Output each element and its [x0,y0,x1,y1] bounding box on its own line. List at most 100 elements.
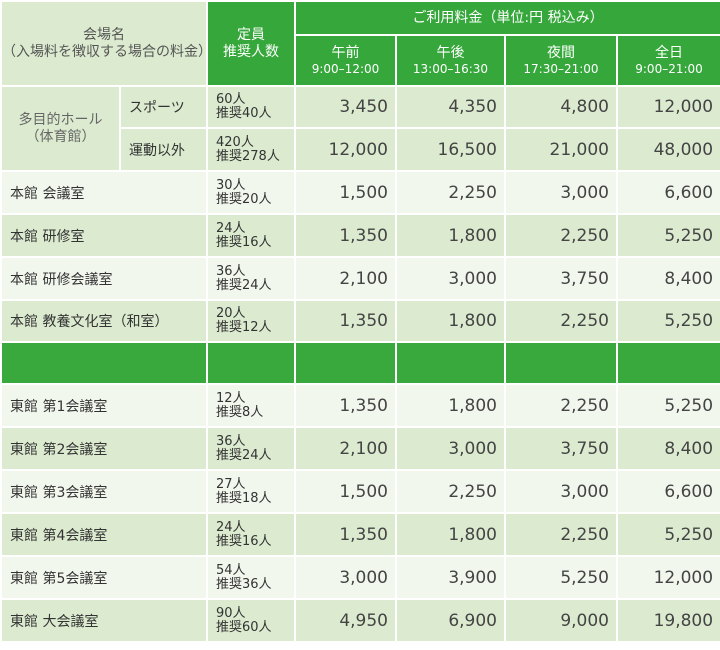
capacity: 36人 [216,263,246,279]
recommended: 推奨278人 [216,148,280,164]
capacity-header: 定員 推奨人数 [208,2,294,85]
capacity: 60人 [216,92,246,107]
price-morning: 2,100 [296,258,395,299]
separator-cell [2,343,206,383]
capacity-header-title: 定員 [237,26,265,43]
price-afternoon: 1,800 [397,514,504,555]
price-night: 2,250 [506,385,616,426]
price-afternoon: 16,500 [397,129,504,170]
price-night: 3,750 [506,428,616,469]
price-allday: 6,600 [618,471,720,512]
price-afternoon: 2,250 [397,172,504,213]
price-afternoon: 1,800 [397,215,504,256]
price-night: 3,750 [506,258,616,299]
section-separator [2,343,720,383]
hall-name-note: （体育館） [25,128,96,145]
recommended: 推奨16人 [216,234,272,250]
table-row: 運動以外 420人 推奨278人 12,000 16,500 21,000 48… [2,129,720,170]
recommended: 推奨24人 [216,447,272,463]
recommended: 推奨20人 [216,191,272,207]
capacity-cell: 20人 推奨12人 [208,301,294,341]
price-morning: 1,350 [296,301,395,341]
price-morning: 1,350 [296,385,395,426]
header-row-2: 午前 9:00–12:00 午後 13:00–16:30 夜間 17:30–21… [2,36,720,85]
table-row: 東館 第4会議室 24人 推奨16人 1,350 1,800 2,250 5,2… [2,514,720,555]
price-afternoon: 1,800 [397,301,504,341]
price-allday: 8,400 [618,258,720,299]
separator-cell [208,343,294,383]
period-label: 午後 [436,44,465,61]
price-afternoon: 1,800 [397,385,504,426]
capacity-cell: 420人 推奨278人 [208,129,294,170]
recommended: 推奨60人 [216,619,272,635]
price-morning: 3,450 [296,87,395,127]
capacity-cell: 54人 推奨36人 [208,557,294,598]
room-name: 本館 会議室 [2,172,206,213]
period-hours: 9:00–12:00 [311,61,380,76]
price-allday: 48,000 [618,129,720,170]
capacity-cell: 24人 推奨16人 [208,514,294,555]
table-row: 東館 第3会議室 27人 推奨18人 1,500 2,250 3,000 6,6… [2,471,720,512]
recommended: 推奨8人 [216,404,264,420]
usage-name: スポーツ [121,87,206,127]
table-row: 東館 第2会議室 36人 推奨24人 2,100 3,000 3,750 8,4… [2,428,720,469]
capacity-cell: 12人 推奨8人 [208,385,294,426]
capacity-cell: 36人 推奨24人 [208,258,294,299]
table-row: 多目的ホール （体育館） スポーツ 60人 推奨40人 3,450 4,350 … [2,87,720,170]
price-allday: 5,250 [618,385,720,426]
period-label: 午前 [331,44,360,61]
price-allday: 19,800 [618,600,720,641]
recommended: 推奨18人 [216,490,272,506]
recommended: 推奨24人 [216,277,272,293]
price-morning: 3,000 [296,557,395,598]
room-name: 東館 第3会議室 [2,471,206,512]
capacity: 90人 [216,605,246,621]
room-name: 東館 大会議室 [2,600,206,641]
separator-cell [506,343,616,383]
price-allday: 6,600 [618,172,720,213]
venue-header: 会場名 （入場料を徴収する場合の料金） [2,2,212,85]
table-row: 本館 教養文化室（和室） 20人 推奨12人 1,350 1,800 2,250… [2,301,720,341]
recommended: 推奨12人 [216,320,272,335]
capacity: 24人 [216,220,246,236]
price-allday: 5,250 [618,301,720,341]
price-afternoon: 6,900 [397,600,504,641]
price-night: 2,250 [506,514,616,555]
price-morning: 1,350 [296,215,395,256]
capacity: 54人 [216,562,246,578]
price-allday: 5,250 [618,215,720,256]
price-morning: 2,100 [296,428,395,469]
price-night: 4,800 [506,87,616,127]
capacity-cell: 24人 推奨16人 [208,215,294,256]
price-afternoon: 2,250 [397,471,504,512]
price-night: 9,000 [506,600,616,641]
capacity-cell: 30人 推奨20人 [208,172,294,213]
price-morning: 1,500 [296,172,395,213]
separator-cell [618,343,720,383]
period-label: 夜間 [547,44,575,61]
price-morning: 1,500 [296,471,395,512]
table-row: 本館 研修会議室 36人 推奨24人 2,100 3,000 3,750 8,4… [2,258,720,299]
capacity: 12人 [216,390,246,406]
table-row: 東館 大会議室 90人 推奨60人 4,950 6,900 9,000 19,8… [2,600,720,641]
usage-name: 運動以外 [121,129,206,170]
table-row: 東館 第5会議室 54人 推奨36人 3,000 3,900 5,250 12,… [2,557,720,598]
capacity-cell: 90人 推奨60人 [208,600,294,641]
price-allday: 5,250 [618,514,720,555]
table-row: 本館 研修室 24人 推奨16人 1,350 1,800 2,250 5,250 [2,215,720,256]
price-afternoon: 3,000 [397,258,504,299]
price-night: 2,250 [506,215,616,256]
hall-name: 多目的ホール [18,111,103,128]
recommended: 推奨16人 [216,533,272,549]
period-header-night: 夜間 17:30–21:00 [506,36,616,85]
price-afternoon: 4,350 [397,87,504,127]
price-allday: 12,000 [618,87,720,127]
capacity: 27人 [216,476,246,492]
recommended: 推奨36人 [216,576,272,592]
recommended: 推奨40人 [216,106,272,121]
price-morning: 1,350 [296,514,395,555]
capacity: 24人 [216,519,246,535]
room-name: 本館 教養文化室（和室） [2,301,206,341]
price-afternoon: 3,900 [397,557,504,598]
